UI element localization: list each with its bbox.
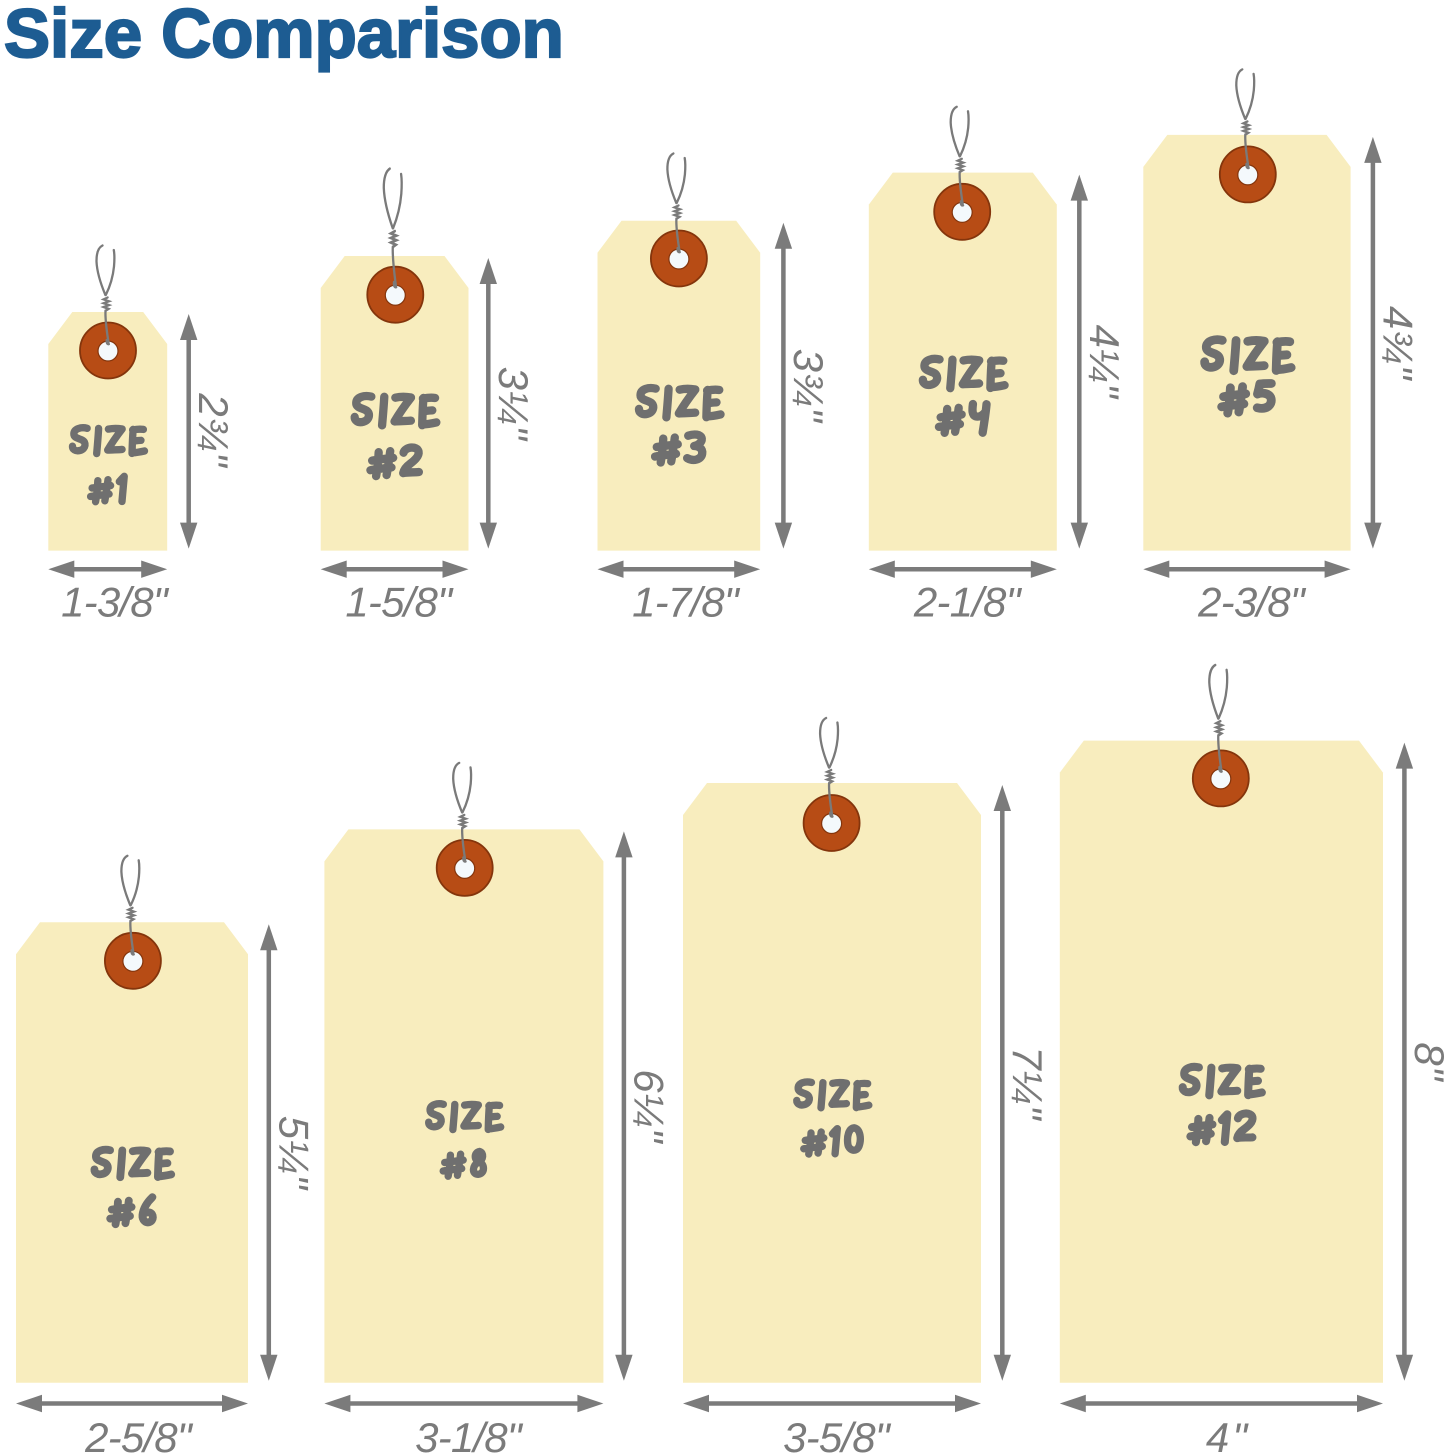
svg-text:2-1/8": 2-1/8" xyxy=(913,579,1023,626)
svg-text:8": 8" xyxy=(1406,1042,1445,1082)
svg-text:7¼": 7¼" xyxy=(1004,1046,1051,1121)
svg-text:3-1/8": 3-1/8" xyxy=(415,1414,524,1455)
svg-text:3¾": 3¾" xyxy=(785,349,832,424)
svg-text:3-5/8": 3-5/8" xyxy=(783,1414,892,1455)
svg-text:Size Comparison: Size Comparison xyxy=(4,0,564,72)
svg-text:1-5/8": 1-5/8" xyxy=(345,579,454,626)
svg-text:4¾": 4¾" xyxy=(1374,306,1421,381)
svg-text:2¾": 2¾" xyxy=(190,392,237,468)
svg-text:4¼": 4¼" xyxy=(1081,325,1128,400)
svg-text:2-5/8": 2-5/8" xyxy=(84,1414,194,1455)
svg-text:6¼": 6¼" xyxy=(625,1069,672,1144)
svg-text:4": 4" xyxy=(1206,1414,1250,1455)
svg-text:1-3/8": 1-3/8" xyxy=(61,579,170,626)
svg-text:3¼": 3¼" xyxy=(490,367,537,442)
svg-text:1-7/8": 1-7/8" xyxy=(632,579,741,626)
svg-text:5¼": 5¼" xyxy=(270,1116,317,1191)
svg-text:2-3/8": 2-3/8" xyxy=(1197,579,1307,626)
